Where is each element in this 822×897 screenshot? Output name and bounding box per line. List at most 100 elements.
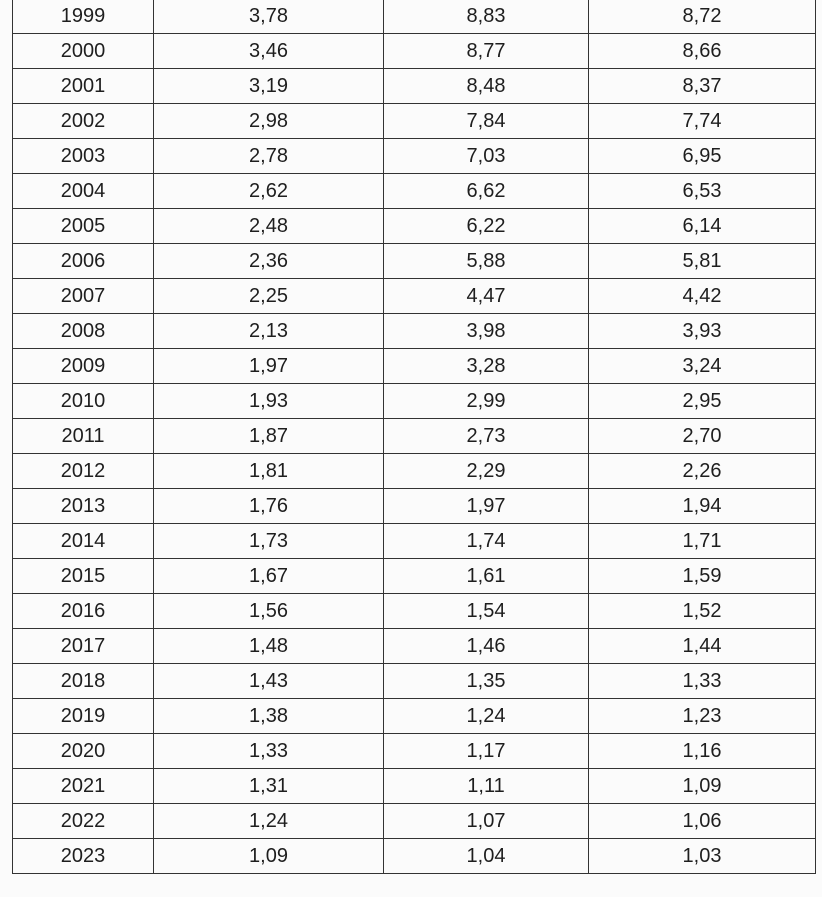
value-cell: 7,84 bbox=[383, 103, 589, 139]
value-cell: 2,62 bbox=[153, 173, 384, 209]
value-cell: 7,03 bbox=[383, 138, 589, 174]
value-cell: 4,42 bbox=[588, 278, 816, 314]
table-row: 2010 1,93 2,99 2,95 bbox=[12, 383, 816, 419]
data-table: 1999 3,78 8,83 8,72 2000 3,46 8,77 8,66 2001 3,19… bbox=[12, 0, 816, 874]
year-cell: 2010 bbox=[12, 383, 154, 419]
value-cell: 1,06 bbox=[588, 803, 816, 839]
value-cell: 6,22 bbox=[383, 208, 589, 244]
value-cell: 3,78 bbox=[153, 0, 384, 34]
value-cell: 2,48 bbox=[153, 208, 384, 244]
table-row: 2018 1,43 1,35 1,33 bbox=[12, 663, 816, 699]
year-cell: 2012 bbox=[12, 453, 154, 489]
table-row: 2009 1,97 3,28 3,24 bbox=[12, 348, 816, 384]
value-cell: 1,03 bbox=[588, 838, 816, 874]
table-row: 2022 1,24 1,07 1,06 bbox=[12, 803, 816, 839]
value-cell: 2,78 bbox=[153, 138, 384, 174]
year-cell: 2015 bbox=[12, 558, 154, 594]
value-cell: 1,48 bbox=[153, 628, 384, 664]
year-cell: 2021 bbox=[12, 768, 154, 804]
year-cell: 2001 bbox=[12, 68, 154, 104]
value-cell: 1,09 bbox=[153, 838, 384, 874]
table-row: 1999 3,78 8,83 8,72 bbox=[12, 0, 816, 34]
value-cell: 3,19 bbox=[153, 68, 384, 104]
table-row: 2008 2,13 3,98 3,93 bbox=[12, 313, 816, 349]
value-cell: 5,88 bbox=[383, 243, 589, 279]
value-cell: 3,24 bbox=[588, 348, 816, 384]
year-cell: 2020 bbox=[12, 733, 154, 769]
value-cell: 8,66 bbox=[588, 33, 816, 69]
value-cell: 1,09 bbox=[588, 768, 816, 804]
value-cell: 6,14 bbox=[588, 208, 816, 244]
value-cell: 1,56 bbox=[153, 593, 384, 629]
value-cell: 1,93 bbox=[153, 383, 384, 419]
value-cell: 1,31 bbox=[153, 768, 384, 804]
table-row: 2017 1,48 1,46 1,44 bbox=[12, 628, 816, 664]
table-row: 2006 2,36 5,88 5,81 bbox=[12, 243, 816, 279]
value-cell: 2,95 bbox=[588, 383, 816, 419]
value-cell: 2,13 bbox=[153, 313, 384, 349]
value-cell: 1,97 bbox=[153, 348, 384, 384]
year-cell: 2004 bbox=[12, 173, 154, 209]
table-row: 2003 2,78 7,03 6,95 bbox=[12, 138, 816, 174]
table-row: 2007 2,25 4,47 4,42 bbox=[12, 278, 816, 314]
value-cell: 1,81 bbox=[153, 453, 384, 489]
value-cell: 1,44 bbox=[588, 628, 816, 664]
value-cell: 1,24 bbox=[383, 698, 589, 734]
table-body: 1999 3,78 8,83 8,72 2000 3,46 8,77 8,66 2001 3,19… bbox=[12, 0, 816, 874]
value-cell: 1,61 bbox=[383, 558, 589, 594]
value-cell: 1,94 bbox=[588, 488, 816, 524]
value-cell: 1,17 bbox=[383, 733, 589, 769]
table-row: 2021 1,31 1,11 1,09 bbox=[12, 768, 816, 804]
year-cell: 2008 bbox=[12, 313, 154, 349]
value-cell: 2,99 bbox=[383, 383, 589, 419]
table-row: 2002 2,98 7,84 7,74 bbox=[12, 103, 816, 139]
value-cell: 1,74 bbox=[383, 523, 589, 559]
year-cell: 2011 bbox=[12, 418, 154, 454]
table-row: 2016 1,56 1,54 1,52 bbox=[12, 593, 816, 629]
value-cell: 1,16 bbox=[588, 733, 816, 769]
table-row: 2004 2,62 6,62 6,53 bbox=[12, 173, 816, 209]
value-cell: 7,74 bbox=[588, 103, 816, 139]
value-cell: 8,77 bbox=[383, 33, 589, 69]
year-cell: 2006 bbox=[12, 243, 154, 279]
table-row: 2000 3,46 8,77 8,66 bbox=[12, 33, 816, 69]
value-cell: 6,95 bbox=[588, 138, 816, 174]
table-row: 2011 1,87 2,73 2,70 bbox=[12, 418, 816, 454]
value-cell: 1,24 bbox=[153, 803, 384, 839]
value-cell: 2,29 bbox=[383, 453, 589, 489]
year-cell: 2018 bbox=[12, 663, 154, 699]
value-cell: 1,76 bbox=[153, 488, 384, 524]
value-cell: 3,98 bbox=[383, 313, 589, 349]
value-cell: 1,43 bbox=[153, 663, 384, 699]
year-cell: 2017 bbox=[12, 628, 154, 664]
value-cell: 2,26 bbox=[588, 453, 816, 489]
value-cell: 1,71 bbox=[588, 523, 816, 559]
year-cell: 2023 bbox=[12, 838, 154, 874]
value-cell: 3,93 bbox=[588, 313, 816, 349]
value-cell: 5,81 bbox=[588, 243, 816, 279]
year-cell: 2005 bbox=[12, 208, 154, 244]
year-cell: 2002 bbox=[12, 103, 154, 139]
value-cell: 1,33 bbox=[153, 733, 384, 769]
value-cell: 2,25 bbox=[153, 278, 384, 314]
value-cell: 8,72 bbox=[588, 0, 816, 34]
year-cell: 2007 bbox=[12, 278, 154, 314]
value-cell: 8,48 bbox=[383, 68, 589, 104]
value-cell: 1,46 bbox=[383, 628, 589, 664]
value-cell: 3,28 bbox=[383, 348, 589, 384]
value-cell: 6,53 bbox=[588, 173, 816, 209]
year-cell: 2003 bbox=[12, 138, 154, 174]
value-cell: 3,46 bbox=[153, 33, 384, 69]
value-cell: 2,36 bbox=[153, 243, 384, 279]
value-cell: 1,35 bbox=[383, 663, 589, 699]
table-row: 2014 1,73 1,74 1,71 bbox=[12, 523, 816, 559]
year-cell: 1999 bbox=[12, 0, 154, 34]
year-cell: 2016 bbox=[12, 593, 154, 629]
year-cell: 2019 bbox=[12, 698, 154, 734]
value-cell: 1,73 bbox=[153, 523, 384, 559]
table-row: 2001 3,19 8,48 8,37 bbox=[12, 68, 816, 104]
year-cell: 2022 bbox=[12, 803, 154, 839]
year-cell: 2000 bbox=[12, 33, 154, 69]
value-cell: 1,87 bbox=[153, 418, 384, 454]
